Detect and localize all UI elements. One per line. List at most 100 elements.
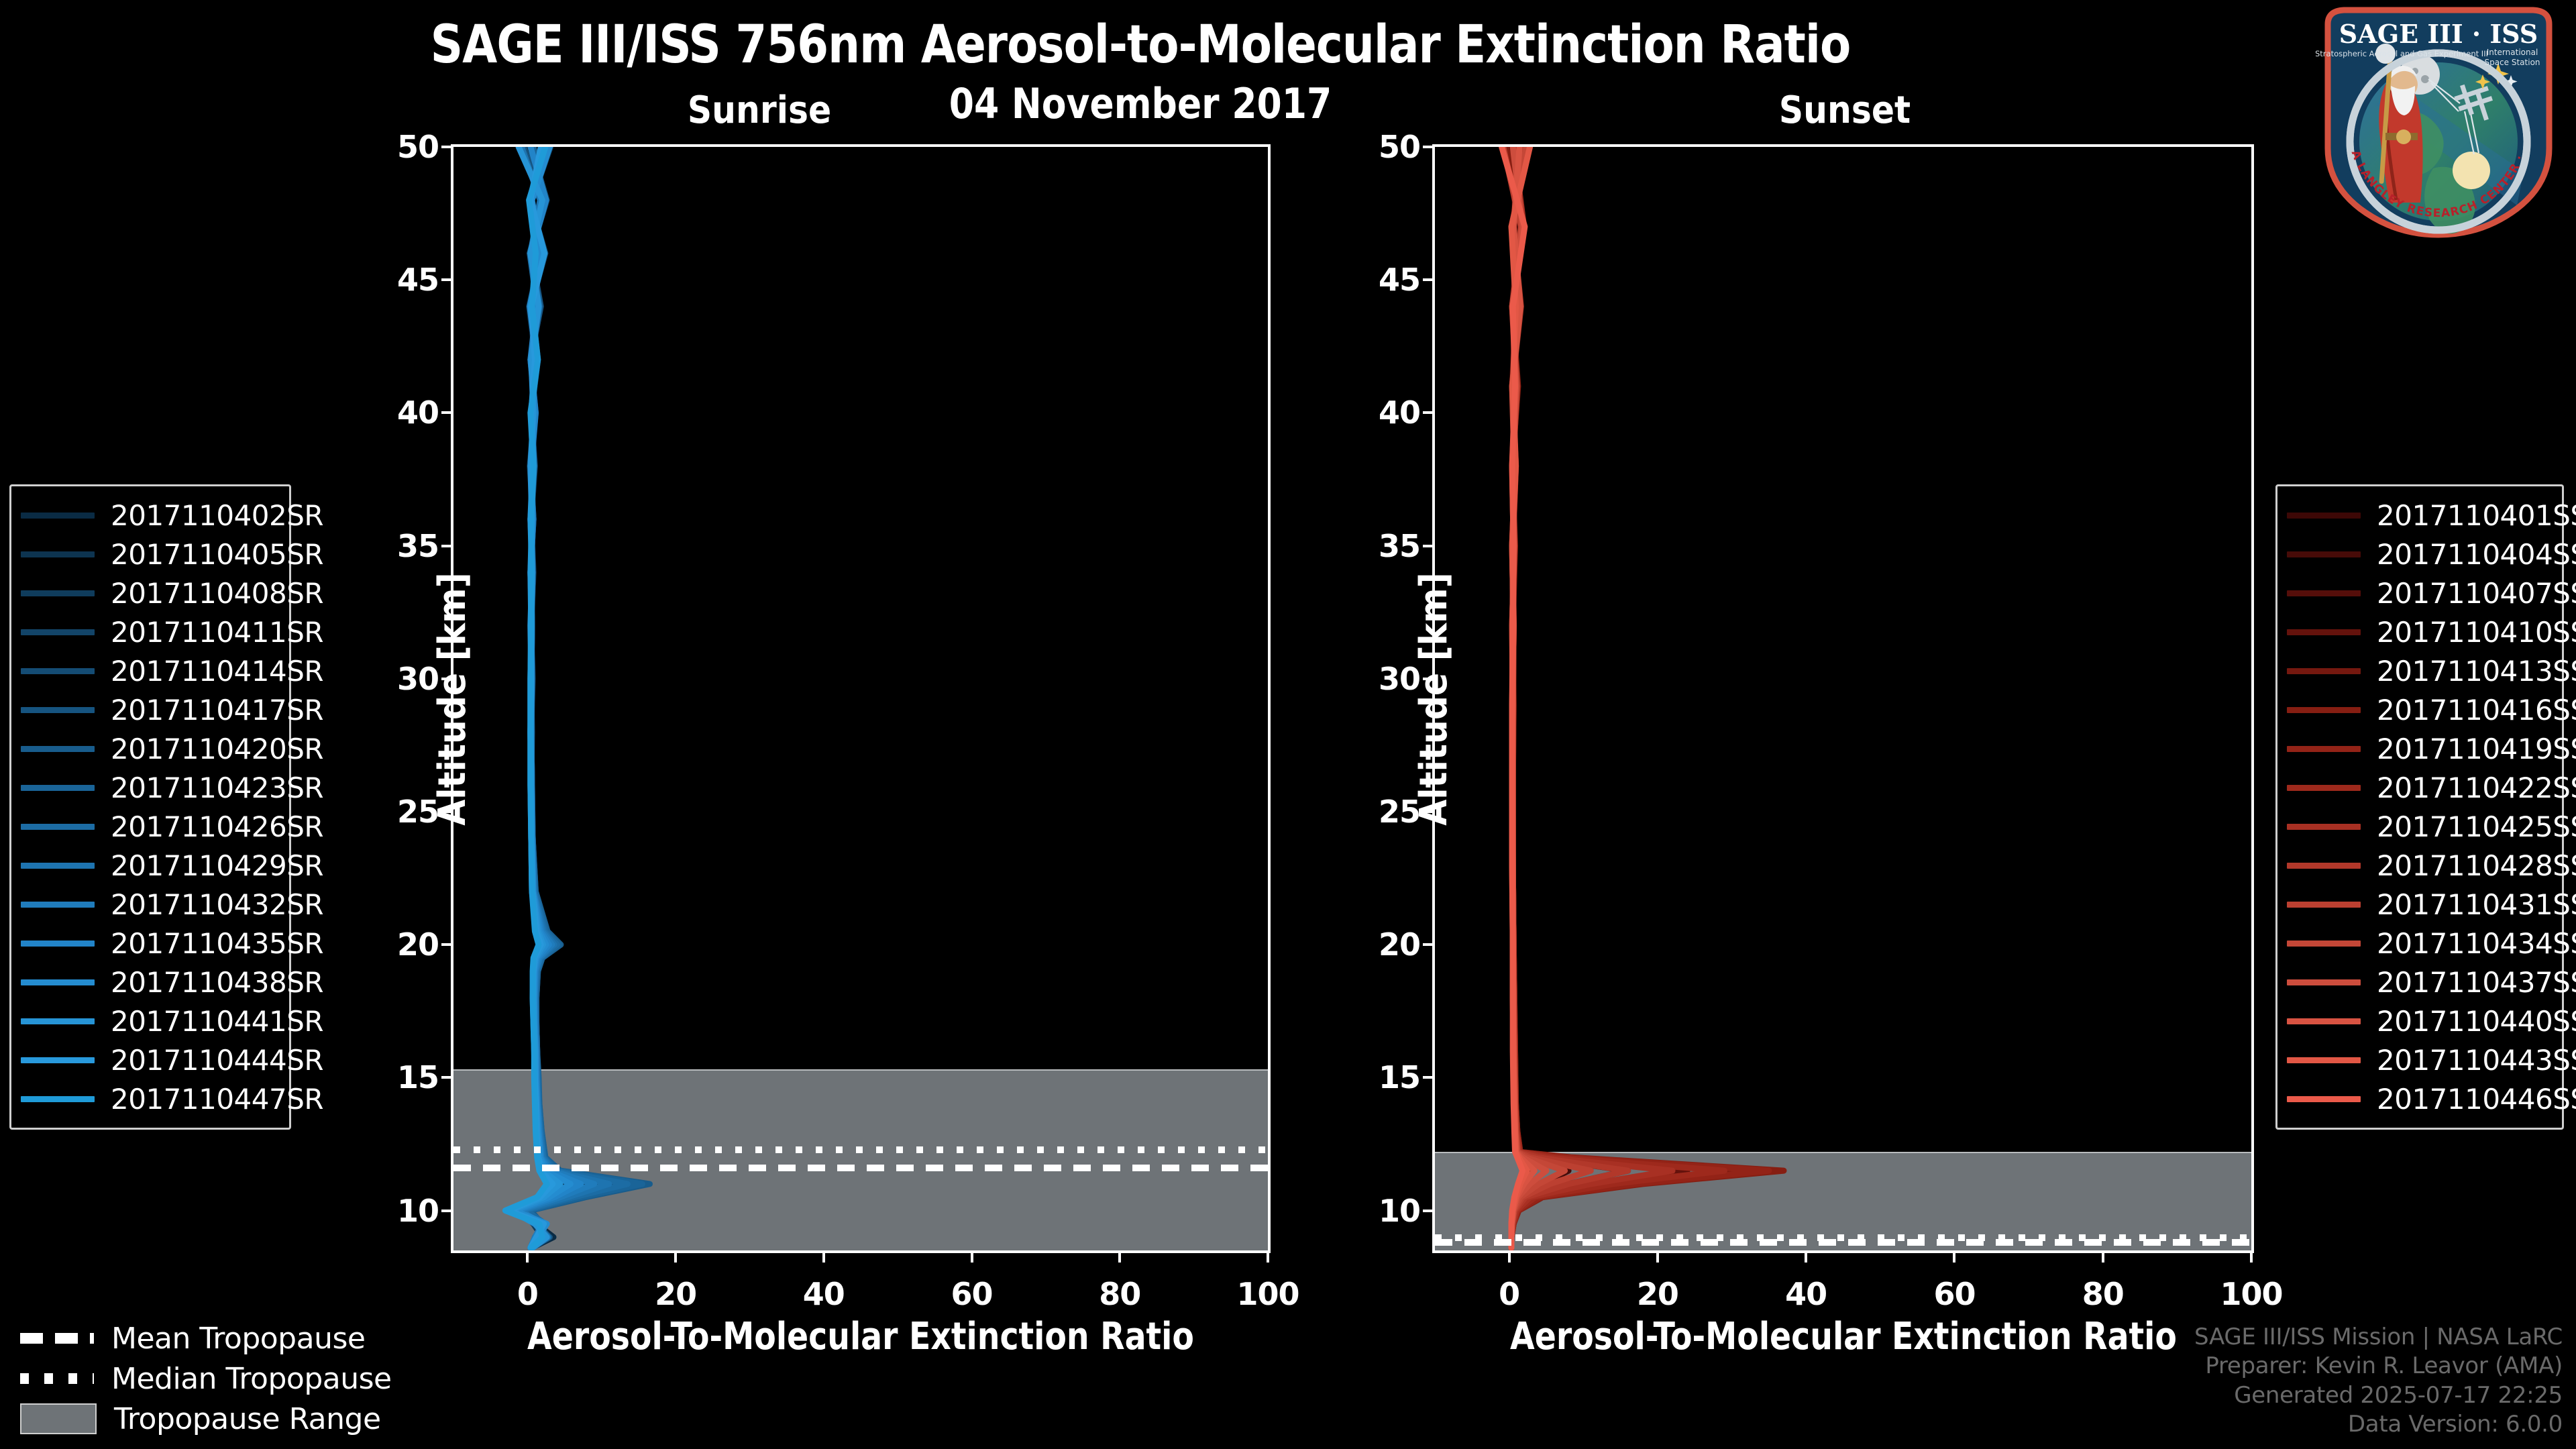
legend-color-swatch [2287, 1018, 2361, 1024]
gray-swatch-icon [20, 1403, 97, 1434]
sunrise-legend-item[interactable]: 2017110405SR [21, 535, 324, 574]
x-axis-tick-label: 60 [951, 1276, 994, 1312]
x-axis-tick-mark [1656, 1250, 1659, 1263]
sunrise-legend-item[interactable]: 2017110420SR [21, 729, 324, 768]
legend-event-label: 2017110441SR [111, 1004, 324, 1038]
page-title: SAGE III/ISS 756nm Aerosol-to-Molecular … [430, 15, 1851, 75]
sunset-legend-item[interactable]: 2017110416SS [2287, 690, 2576, 729]
sunrise-legend-item[interactable]: 2017110408SR [21, 574, 324, 612]
legend-label-mean: Mean Tropopause [111, 1321, 366, 1356]
y-axis-tick-mark [1423, 1076, 1435, 1079]
sunrise-legend-item[interactable]: 2017110447SR [21, 1079, 324, 1118]
profile-line [1499, 147, 1528, 1250]
y-axis-tick-mark [441, 544, 453, 547]
sunset-legend-item[interactable]: 2017110422SS [2287, 768, 2576, 807]
legend-color-swatch [2287, 706, 2361, 713]
legend-color-swatch [2287, 551, 2361, 557]
legend-color-swatch [21, 823, 95, 830]
legend-color-swatch [21, 512, 95, 519]
legend-event-label: 2017110404SS [2377, 537, 2576, 571]
sunrise-legend-item[interactable]: 2017110438SR [21, 963, 324, 1002]
sunset-legend-item[interactable]: 2017110437SS [2287, 963, 2576, 1002]
sunrise-legend-item[interactable]: 2017110432SR [21, 885, 324, 924]
sunset-legend-item[interactable]: 2017110419SS [2287, 729, 2576, 768]
profile-line [527, 147, 653, 1250]
y-axis-tick-label: 20 [1378, 926, 1421, 963]
logo-subtitle-right-1: International [2487, 48, 2538, 57]
legend-color-swatch [2287, 1095, 2361, 1102]
sunrise-legend-item[interactable]: 2017110414SR [21, 651, 324, 690]
x-axis-tick-label: 40 [802, 1276, 845, 1312]
sunset-legend-item[interactable]: 2017110404SS [2287, 535, 2576, 574]
sunset-legend-item[interactable]: 2017110401SS [2287, 496, 2576, 535]
legend-event-label: 2017110405SR [111, 537, 324, 571]
sunrise-legend-item[interactable]: 2017110417SR [21, 690, 324, 729]
sunset-legend-item[interactable]: 2017110446SS [2287, 1079, 2576, 1118]
y-axis-tick-mark [1423, 146, 1435, 148]
legend-event-label: 2017110407SS [2377, 576, 2576, 610]
y-axis-tick-mark [441, 943, 453, 947]
sunrise-legend-item[interactable]: 2017110435SR [21, 924, 324, 963]
legend-event-label: 2017110411SR [111, 615, 324, 649]
y-axis-tick-label: 50 [396, 129, 439, 165]
footer-credits: SAGE III/ISS Mission | NASA LaRC Prepare… [2194, 1323, 2563, 1440]
sunrise-legend-item[interactable]: 2017110441SR [21, 1002, 324, 1040]
legend-event-label: 2017110410SS [2377, 615, 2576, 649]
legend-color-swatch [21, 1057, 95, 1063]
y-axis-tick-mark [441, 1076, 453, 1079]
logo-title: SAGE III · ISS [2339, 19, 2538, 49]
legend-color-swatch [2287, 901, 2361, 908]
sunset-legend-item[interactable]: 2017110410SS [2287, 612, 2576, 651]
sunset-legend-item[interactable]: 2017110434SS [2287, 924, 2576, 963]
y-axis-tick-label: 40 [1378, 394, 1421, 431]
legend-event-label: 2017110425SS [2377, 810, 2576, 843]
logo-subtitle-right-2: Space Station [2484, 58, 2540, 67]
y-axis-tick-label: 15 [396, 1059, 439, 1096]
legend-event-label: 2017110435SR [111, 926, 324, 960]
sunrise-legend-item[interactable]: 2017110423SR [21, 768, 324, 807]
legend-event-label: 2017110417SR [111, 693, 324, 727]
legend-color-swatch [21, 745, 95, 752]
legend-event-label: 2017110440SS [2377, 1004, 2576, 1038]
x-axis-tick-label: 0 [1499, 1276, 1520, 1312]
footer-line-preparer: Preparer: Kevin R. Leavor (AMA) [2205, 1352, 2563, 1380]
sunrise-x-axis-label: Aerosol-To-Molecular Extinction Ratio [527, 1315, 1194, 1358]
sunset-plot-area [1435, 147, 2251, 1250]
legend-color-swatch [21, 979, 95, 985]
y-axis-tick-mark [441, 810, 453, 813]
tropopause-range-band [453, 1069, 1268, 1250]
legend-color-swatch [21, 629, 95, 635]
sunrise-legend-item[interactable]: 2017110411SR [21, 612, 324, 651]
profile-line [1508, 147, 1727, 1250]
sunrise-legend[interactable]: 2017110402SR 2017110405SR 2017110408SR 2017… [9, 484, 324, 1130]
x-axis-tick-label: 40 [1785, 1276, 1827, 1312]
y-axis-tick-label: 10 [396, 1192, 439, 1229]
legend-color-swatch [2287, 590, 2361, 596]
profile-line [1508, 147, 1750, 1250]
profile-lines [502, 147, 653, 1250]
y-axis-tick-label: 20 [396, 926, 439, 963]
sunset-legend-item[interactable]: 2017110407SS [2287, 574, 2576, 612]
legend-event-label: 2017110402SR [111, 498, 324, 532]
sunset-legend-item[interactable]: 2017110440SS [2287, 1002, 2576, 1040]
sunrise-legend-item[interactable]: 2017110444SR [21, 1040, 324, 1079]
legend-event-label: 2017110438SR [111, 965, 324, 999]
x-axis-tick-mark [1507, 1250, 1511, 1263]
sunset-legend-item[interactable]: 2017110425SS [2287, 807, 2576, 846]
sunrise-legend-item[interactable]: 2017110426SR [21, 807, 324, 846]
legend-color-swatch [21, 1095, 95, 1102]
sunset-legend-item[interactable]: 2017110428SS [2287, 846, 2576, 885]
profile-line [1508, 147, 1631, 1250]
y-axis-tick-mark [1423, 544, 1435, 547]
sunset-legend-item[interactable]: 2017110431SS [2287, 885, 2576, 924]
sunset-legend[interactable]: 2017110401SS 2017110404SS 2017110407SS 2017… [2275, 484, 2576, 1130]
x-axis-tick-label: 20 [1636, 1276, 1679, 1312]
legend-label-median: Median Tropopause [111, 1361, 392, 1396]
sunrise-legend-item[interactable]: 2017110402SR [21, 496, 324, 535]
x-axis-tick-label: 20 [655, 1276, 697, 1312]
sunrise-legend-item[interactable]: 2017110429SR [21, 846, 324, 885]
legend-event-label: 2017110422SS [2377, 771, 2576, 804]
median-tropopause-line [1435, 1234, 2251, 1242]
sunset-legend-item[interactable]: 2017110443SS [2287, 1040, 2576, 1079]
sunset-legend-item[interactable]: 2017110413SS [2287, 651, 2576, 690]
